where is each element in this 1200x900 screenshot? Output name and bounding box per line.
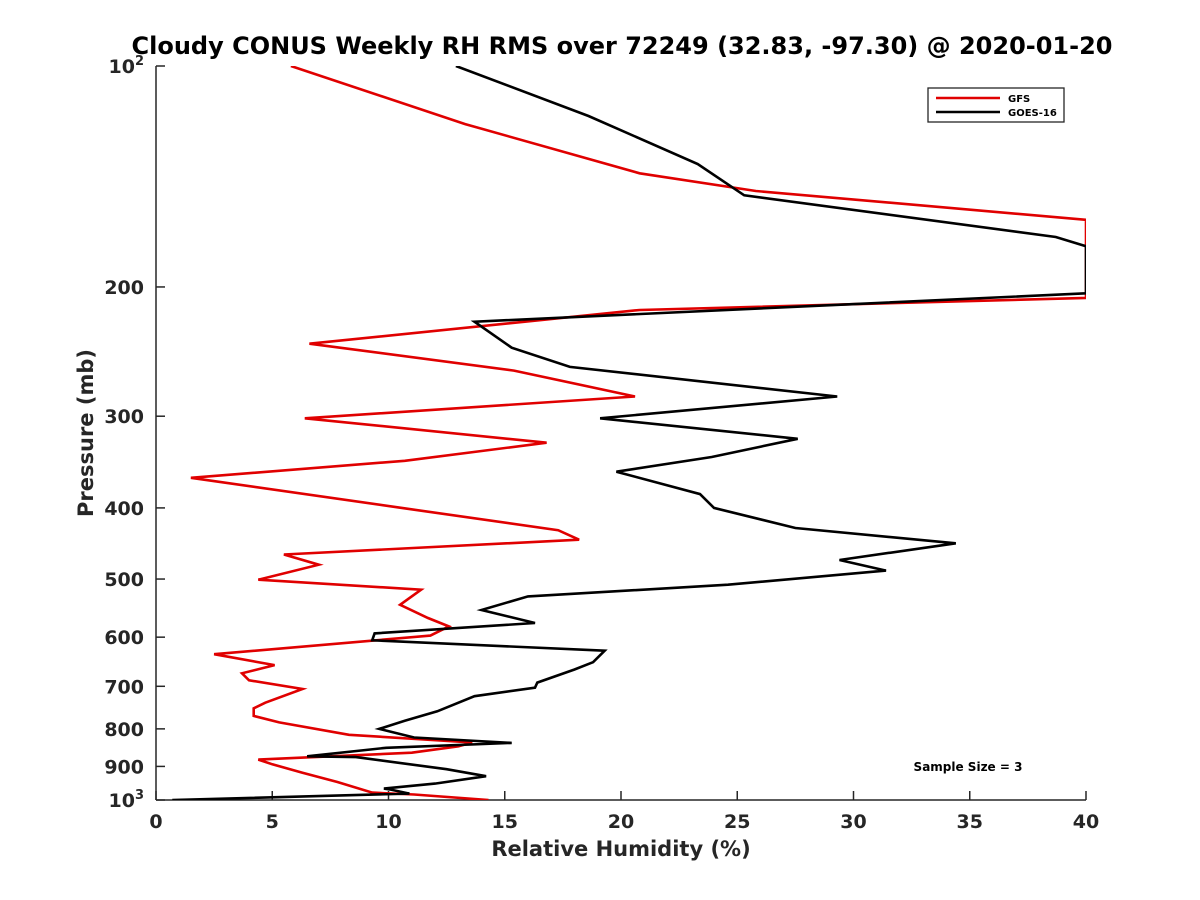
legend-label-goes-16: GOES-16	[1008, 108, 1057, 119]
y-tick-label: 102	[109, 54, 145, 78]
x-tick-label: 40	[1073, 811, 1099, 833]
x-tick-label: 25	[724, 811, 750, 833]
x-tick-label: 10	[375, 811, 401, 833]
x-tick-label: 30	[840, 811, 866, 833]
x-tick-label: 15	[492, 811, 518, 833]
x-axis-label: Relative Humidity (%)	[491, 837, 750, 861]
y-tick-label: 500	[104, 569, 144, 591]
y-tick-label: 800	[104, 719, 144, 741]
y-tick-label: 400	[104, 498, 144, 520]
legend-label-gfs: GFS	[1008, 94, 1030, 105]
chart-title: Cloudy CONUS Weekly RH RMS over 72249 (3…	[132, 32, 1113, 60]
y-tick-label: 700	[104, 676, 144, 698]
y-tick-label: 300	[104, 406, 144, 428]
series-line-gfs	[190, 66, 1086, 800]
y-tick-label: 103	[109, 788, 145, 812]
x-tick-label: 20	[608, 811, 634, 833]
legend: GFS GOES-16	[927, 87, 1065, 123]
y-tick-label: 600	[104, 627, 144, 649]
series-layer	[172, 66, 1086, 800]
y-tick-label: 200	[104, 277, 144, 299]
x-tick-label: 5	[266, 811, 279, 833]
y-axis-label: Pressure (mb)	[74, 349, 98, 517]
series-line-goes-16	[172, 66, 1086, 800]
legend-box	[927, 87, 1065, 123]
x-tick-label: 0	[149, 811, 162, 833]
y-tick-label: 900	[104, 756, 144, 778]
x-tick-label: 35	[957, 811, 983, 833]
axes: 0 5 10 15 20 25 30 35 40 102 200 300 400 500 600 700 800…	[104, 54, 1099, 833]
sample-size-annotation: Sample Size = 3	[914, 760, 1023, 774]
